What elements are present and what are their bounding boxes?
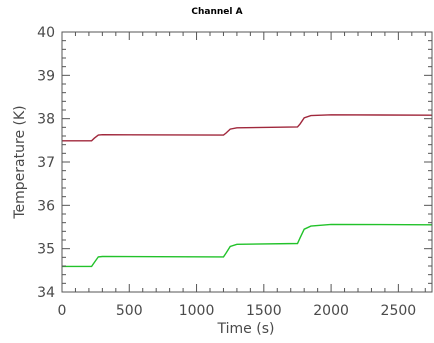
y-tick-label: 37 (37, 155, 55, 171)
y-tick-label: 36 (37, 198, 55, 214)
plot-area (62, 114, 433, 268)
y-tick-label: 39 (37, 68, 55, 84)
x-tick-label: 0 (58, 303, 67, 319)
x-tick-label: 2000 (313, 303, 349, 319)
y-tick-label: 34 (37, 285, 55, 301)
x-tick-label: 1000 (179, 303, 215, 319)
chart-title: Channel A (191, 7, 242, 17)
y-tick-label: 38 (37, 112, 55, 128)
x-tick-label: 1500 (246, 303, 282, 319)
x-tick-label: 2500 (381, 303, 417, 319)
x-axis-label: Time (s) (217, 321, 275, 337)
series-2-line (62, 223, 433, 268)
series-1-line (62, 114, 433, 142)
x-tick-label: 500 (116, 303, 143, 319)
axes: 0 500 1000 1500 2000 2500 34 35 36 37 38 39 40 (37, 25, 432, 319)
y-tick-label: 35 (37, 242, 55, 258)
y-axis-label: Temperature (K) (12, 105, 28, 219)
y-tick-label: 40 (37, 25, 55, 41)
plot-frame (61, 31, 433, 293)
